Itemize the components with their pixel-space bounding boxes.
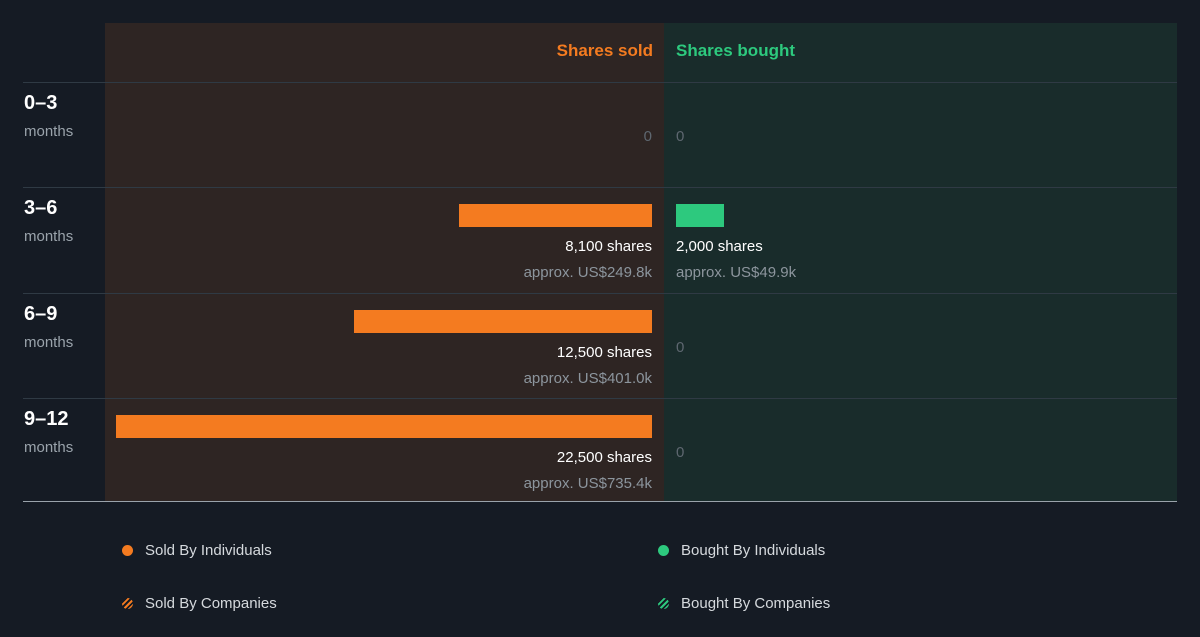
green-hatched-dot-icon — [658, 598, 669, 609]
sold-zero-value: 0 — [643, 128, 652, 145]
green-dot-icon — [658, 545, 669, 556]
legend-bought-by-individuals[interactable]: Bought By Individuals — [658, 542, 825, 559]
period-label: 3–6 months — [24, 196, 73, 247]
shares-bought-header: Shares bought — [676, 41, 796, 60]
sold-bar — [459, 204, 652, 228]
period-range: 6–9 — [24, 302, 58, 325]
row-divider — [23, 82, 1177, 83]
bought-zero-value: 0 — [676, 128, 685, 145]
period-unit: months — [24, 333, 74, 351]
orange-hatched-dot-icon — [122, 598, 133, 609]
bought-approx-value: approx. US$49.9k — [676, 264, 797, 282]
sold-approx-value: approx. US$401.0k — [523, 369, 652, 387]
sold-bar — [354, 309, 652, 333]
bought-shares-label: 2,000 shares — [676, 238, 763, 256]
row-divider — [23, 397, 1177, 399]
axis-bottom-line — [23, 501, 1177, 502]
shares-bought-panel — [664, 23, 1177, 502]
legend-sold-by-individuals[interactable]: Sold By Individuals — [122, 542, 272, 559]
legend-bought-by-companies[interactable]: Bought By Companies — [658, 595, 830, 612]
sold-shares-label: 8,100 shares — [565, 238, 652, 256]
period-label: 9–12 months — [24, 407, 73, 458]
sold-bar — [116, 414, 652, 438]
period-unit: months — [24, 438, 74, 456]
shares-sold-header: Shares sold — [556, 41, 653, 60]
period-range: 0–3 — [24, 92, 58, 114]
bought-zero-value: 0 — [676, 338, 685, 356]
legend-label: Bought By Individuals — [681, 542, 826, 559]
period-unit: months — [24, 123, 74, 140]
period-label: 6–9 months — [24, 302, 73, 353]
sold-shares-label: 12,500 shares — [556, 343, 652, 361]
sold-shares-label: 22,500 shares — [556, 448, 652, 466]
legend-label: Sold By Companies — [145, 595, 277, 612]
period-label: 0–3 months — [24, 91, 73, 142]
orange-dot-icon — [122, 545, 133, 556]
sold-approx-value: approx. US$249.8k — [523, 264, 652, 282]
period-range: 3–6 — [24, 197, 58, 220]
row-divider — [23, 292, 1177, 294]
sold-approx-value: approx. US$735.4k — [523, 474, 652, 492]
bought-bar — [676, 204, 724, 228]
period-range: 9–12 — [24, 407, 69, 430]
row-divider — [23, 187, 1177, 189]
legend-label: Bought By Companies — [681, 595, 831, 612]
legend-sold-by-companies[interactable]: Sold By Companies — [122, 595, 277, 612]
period-unit: months — [24, 228, 74, 246]
bought-zero-value: 0 — [676, 443, 685, 461]
legend-label: Sold By Individuals — [145, 542, 272, 559]
